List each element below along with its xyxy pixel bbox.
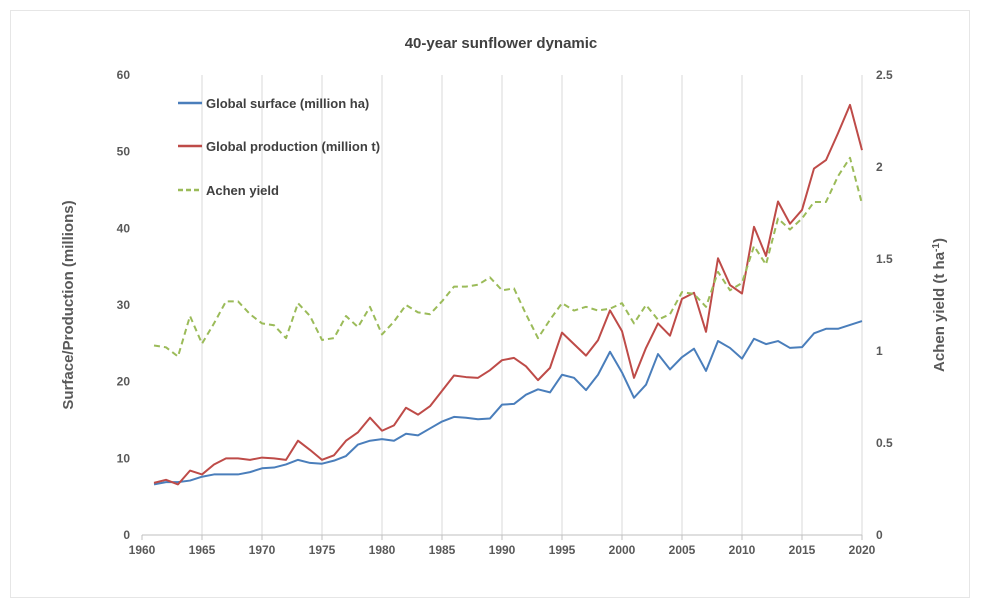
y-tick-label: 50 [117,145,131,159]
y2-tick-label: 1 [876,344,883,358]
legend-label-production: Global production (million t) [206,139,380,154]
x-tick-label: 2015 [789,543,816,557]
x-tick-label: 2010 [729,543,756,557]
gridlines [201,75,863,535]
x-tick-label: 1995 [549,543,576,557]
axes: 1960 1965 1970 1975 1980 1985 1990 1995 2000 2005… [117,68,893,557]
x-tick-label: 1965 [189,543,216,557]
y2-tick-label: 2.5 [876,68,893,82]
y2-tick-label: 0 [876,528,883,542]
y-tick-label: 40 [117,221,131,235]
x-tick-label: 1960 [129,543,156,557]
legend-label-surface: Global surface (million ha) [206,96,369,111]
x-tick-label: 1990 [489,543,516,557]
y-tick-label: 20 [117,375,131,389]
legend: Global surface (million ha) Global produ… [178,96,380,198]
chart-title: 40-year sunflower dynamic [405,35,598,52]
series-line-surface [153,320,863,486]
x-tick-label: 2020 [849,543,876,557]
y-tick-label: 30 [117,298,131,312]
y-axis-title: Surface/Production (millions) [60,200,77,409]
x-tick-label: 1985 [429,543,456,557]
y2-tick-label: 0.5 [876,436,893,450]
y-tick-label: 10 [117,451,131,465]
y-tick-label: 60 [117,68,131,82]
x-tick-label: 2000 [609,543,636,557]
chart-frame [10,10,970,598]
y2-axis-title: Achen yield (t ha-1) [931,238,948,372]
series-lines [153,103,863,486]
y-tick-label: 0 [123,528,130,542]
x-tick-label: 1975 [309,543,336,557]
x-tick-label: 2005 [669,543,696,557]
y2-tick-label: 2 [876,160,883,174]
x-tick-label: 1980 [369,543,396,557]
x-tick-label: 1970 [249,543,276,557]
legend-label-yield: Achen yield [206,183,279,198]
series-line-production [153,103,863,486]
series-line-yield [153,156,863,358]
y2-tick-label: 1.5 [876,252,893,266]
